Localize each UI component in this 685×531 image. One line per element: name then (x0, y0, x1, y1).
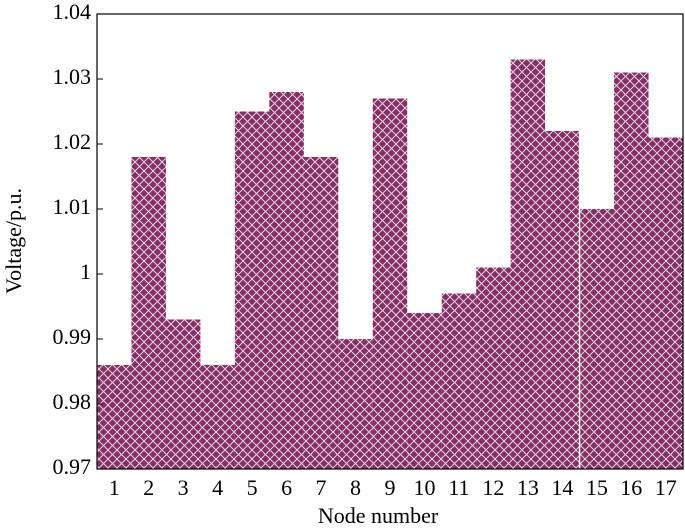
bar (200, 365, 235, 469)
bar (648, 137, 683, 469)
bar (614, 72, 649, 469)
bar (441, 293, 477, 469)
plot-frame (96, 13, 684, 470)
x-tick-label: 5 (247, 475, 258, 500)
x-tick-label: 14 (551, 475, 573, 500)
y-tick-label: 1.02 (53, 129, 92, 154)
bar (131, 157, 166, 469)
y-tick-label: 1 (80, 259, 91, 284)
x-tick-label: 11 (448, 475, 469, 500)
x-tick-label: 2 (143, 475, 154, 500)
bar (338, 339, 373, 469)
bar (579, 209, 615, 469)
bar (303, 157, 339, 469)
x-tick-label: 12 (482, 475, 504, 500)
bar (372, 98, 408, 469)
y-tick-label: 1.01 (53, 194, 92, 219)
y-tick-label: 0.99 (53, 324, 92, 349)
bar (545, 131, 580, 469)
bar (165, 319, 201, 469)
x-tick-label: 13 (517, 475, 539, 500)
y-tick-label: 1.04 (53, 0, 92, 24)
bar (97, 365, 132, 469)
y-axis-label: Voltage/p.u. (1, 188, 26, 294)
y-tick-label: 1.03 (53, 64, 92, 89)
bar (407, 313, 442, 469)
x-tick-label: 17 (655, 475, 677, 500)
x-axis-label: Node number (318, 503, 439, 528)
y-tick-label: 0.97 (53, 454, 92, 479)
x-tick-label: 4 (212, 475, 223, 500)
x-tick-label: 15 (586, 475, 608, 500)
x-tick-label: 9 (385, 475, 396, 500)
bar (269, 92, 304, 469)
bar (234, 111, 270, 469)
x-tick-label: 1 (109, 475, 120, 500)
x-tick-label: 7 (316, 475, 327, 500)
x-tick-label: 6 (281, 475, 292, 500)
x-tick-label: 8 (350, 475, 361, 500)
x-tick-label: 16 (620, 475, 642, 500)
bar (476, 267, 511, 469)
bar (510, 59, 546, 469)
y-tick-label: 0.98 (53, 389, 92, 414)
x-tick-label: 3 (178, 475, 189, 500)
x-tick-label: 10 (413, 475, 435, 500)
